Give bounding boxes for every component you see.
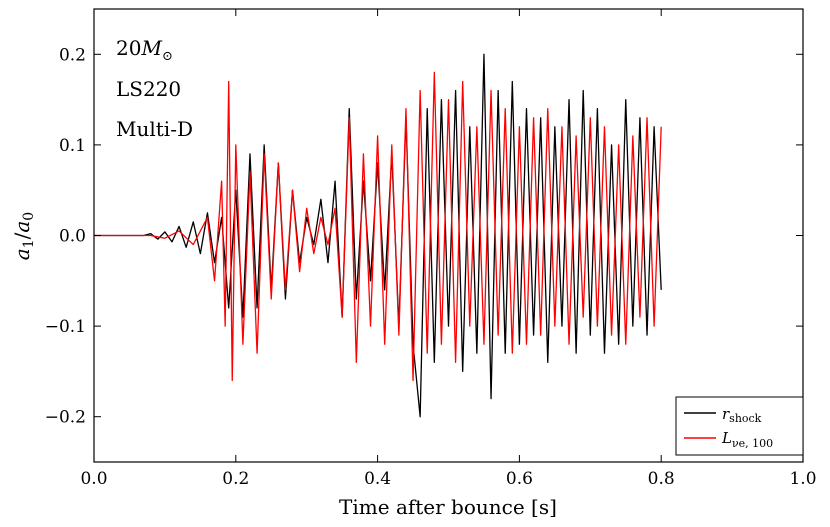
legend-label-r-shock: rshock bbox=[722, 405, 762, 425]
plot-area bbox=[93, 8, 804, 463]
series-line-r-shock bbox=[94, 53, 662, 418]
y-tick-label: −0.1 bbox=[45, 317, 86, 337]
y-tick-label: 0.2 bbox=[59, 45, 86, 65]
axes-frame bbox=[93, 8, 804, 463]
svg-text:a1/a0: a1/a0 bbox=[10, 212, 37, 260]
x-tick-label: 0.4 bbox=[364, 469, 391, 489]
x-tick-label: 0.2 bbox=[222, 469, 249, 489]
annotation-mass: 20M⊙ bbox=[116, 36, 173, 64]
x-tick-label: 0.6 bbox=[506, 469, 533, 489]
y-tick-label: −0.2 bbox=[45, 408, 86, 428]
legend: rshock Lνe, 100 bbox=[675, 396, 804, 456]
y-tick-label: 0.1 bbox=[59, 136, 86, 156]
y-axis-label: a1/a0 bbox=[10, 212, 37, 260]
y-tick-label: 0.0 bbox=[59, 227, 86, 247]
series-layer bbox=[94, 53, 662, 418]
annotation-dimension: Multi-D bbox=[116, 117, 193, 141]
x-tick-label: 1.0 bbox=[789, 469, 816, 489]
series-line-l-nue bbox=[94, 71, 662, 382]
x-tick-label: 0.0 bbox=[80, 469, 107, 489]
annotation-eos: LS220 bbox=[116, 77, 181, 101]
x-tick-label: 0.8 bbox=[648, 469, 675, 489]
legend-box bbox=[675, 396, 804, 456]
ticks-layer: 0.0 0.2 0.4 0.6 0.8 1.0 −0.2 −0.1 0.0 0.1 0.2 bbox=[45, 9, 817, 489]
x-axis-label: Time after bounce [s] bbox=[339, 495, 557, 519]
legend-label-l-nue: Lνe, 100 bbox=[721, 429, 773, 450]
